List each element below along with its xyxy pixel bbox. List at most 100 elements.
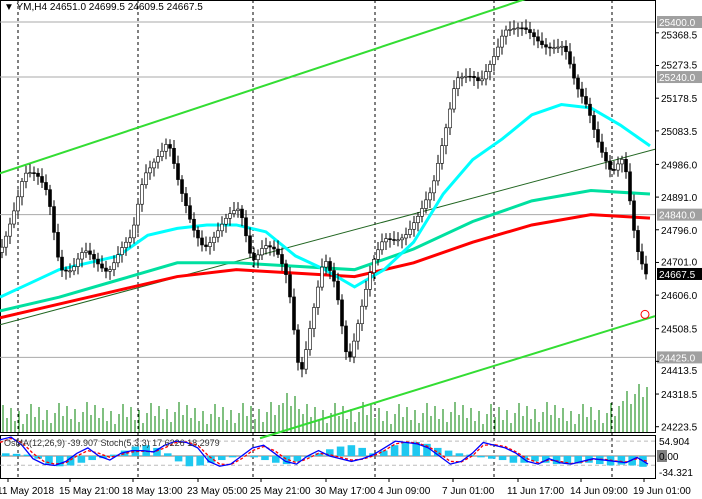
stoch-main-line: [0, 436, 649, 467]
current-price-label: 24667.5: [659, 270, 696, 281]
candle-body: [112, 262, 116, 270]
candle-body: [172, 147, 176, 164]
price-tick-label: 24796.0: [661, 226, 698, 237]
candle-body: [500, 35, 504, 48]
candle-body: [312, 307, 316, 329]
candle-body: [600, 141, 604, 153]
candle-body: [12, 210, 16, 225]
oscillator-label: OsMA(12,26,9) -39.907 Stoch(5,3,3) 17.62…: [4, 438, 220, 448]
osma-bar: [563, 456, 572, 465]
osma-bar: [488, 456, 496, 459]
osma-bar: [272, 456, 280, 463]
osma-bar: [509, 456, 518, 463]
candle-body: [220, 223, 224, 232]
candle-body: [132, 224, 136, 239]
osma-bar: [444, 450, 453, 456]
candle-body: [384, 238, 388, 243]
candle-body: [436, 163, 440, 182]
osma-bar: [574, 456, 582, 464]
candle-body: [136, 203, 140, 226]
candle-body: [56, 232, 60, 258]
osma-bar: [207, 456, 215, 463]
price-tick-label: 24413.5: [661, 366, 698, 377]
osma-bar: [531, 456, 539, 462]
osma-bar: [380, 450, 388, 456]
candle-body: [264, 245, 268, 249]
osma-bar: [250, 456, 258, 458]
candle-body: [156, 156, 160, 163]
collapse-arrow-icon[interactable]: ▼: [4, 2, 14, 13]
candle-body: [540, 40, 544, 45]
candle-body: [576, 77, 580, 90]
osma-bar: [617, 456, 626, 465]
candle-body: [404, 234, 408, 239]
candle-body: [244, 217, 248, 237]
candle-body: [380, 241, 384, 251]
candle-body: [624, 159, 628, 173]
oscillator-axis-label: 54.904: [659, 437, 690, 448]
candle-body: [64, 269, 68, 272]
candle-body: [140, 184, 144, 205]
candle-body: [592, 115, 596, 130]
candle-body: [536, 36, 540, 42]
alert-marker-icon: [640, 309, 650, 319]
oscillator-axis-label: -34.321: [659, 468, 693, 479]
candle-body: [400, 237, 404, 241]
candle-body: [164, 144, 168, 152]
candle-body: [180, 179, 184, 194]
candle-body: [228, 213, 232, 219]
candle-body: [480, 78, 484, 82]
candle-body: [620, 159, 624, 165]
candle-body: [392, 239, 396, 241]
lower-channel-line: [259, 315, 656, 440]
ma-slow-line: [0, 213, 651, 320]
osma-bar: [131, 446, 140, 456]
oscillator-axis-label: 0.00: [659, 452, 679, 463]
candle-body: [556, 46, 560, 49]
candle-body: [200, 237, 204, 246]
candle-body: [528, 29, 532, 33]
osma-bar: [77, 456, 86, 463]
candle-body: [72, 266, 76, 272]
candle-body: [224, 217, 228, 225]
candle-body: [456, 77, 460, 89]
candle-body: [48, 189, 52, 207]
price-tick-label: 24318.5: [661, 390, 698, 401]
candle-body: [196, 229, 200, 239]
candle-body: [0, 246, 4, 253]
candle-body: [352, 340, 356, 358]
osma-bar: [228, 456, 237, 458]
candle-body: [120, 247, 124, 255]
osma-bar: [412, 441, 420, 456]
candle-body: [588, 103, 592, 116]
candle-body: [16, 196, 20, 212]
price-level-tag: [657, 351, 702, 364]
candle-body: [204, 244, 208, 247]
symbol-label: YM,H4: [16, 2, 48, 13]
osma-bar: [12, 453, 21, 456]
candle-body: [488, 64, 492, 72]
candle-body: [564, 45, 568, 52]
middle-channel-line: [0, 148, 656, 326]
candle-body: [324, 261, 328, 268]
osma-bar: [185, 456, 194, 467]
candle-body: [148, 167, 152, 174]
candle-body: [640, 251, 644, 265]
candle-body: [104, 267, 108, 272]
candle-body: [268, 245, 272, 248]
candle-body: [644, 263, 648, 275]
candle-body: [88, 250, 92, 255]
candle-body: [472, 76, 476, 79]
candle-body: [188, 205, 192, 220]
price-tick-label: 25178.5: [661, 94, 698, 105]
candle-body: [320, 266, 324, 288]
price-tick-label: 25273.5: [661, 61, 698, 72]
candle-body: [304, 349, 308, 370]
candle-body: [520, 27, 524, 30]
osma-bar: [455, 453, 464, 456]
candle-body: [260, 248, 264, 256]
candle-body: [476, 77, 480, 82]
candle-body: [464, 75, 468, 78]
candle-body: [256, 254, 260, 261]
